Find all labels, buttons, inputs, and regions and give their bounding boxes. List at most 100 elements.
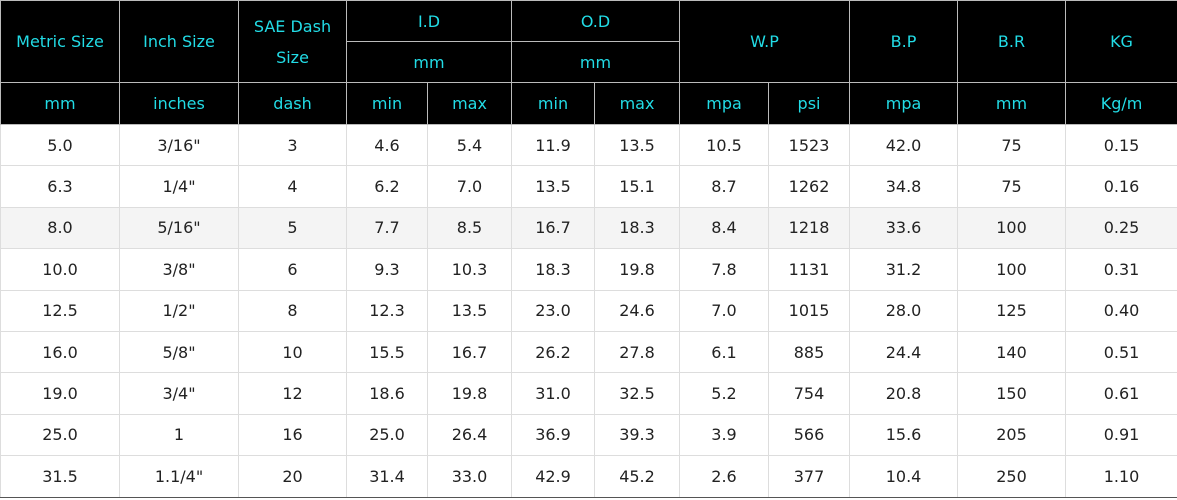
table-cell: 15.1 bbox=[593, 165, 681, 208]
table-cell: 42.0 bbox=[849, 123, 959, 167]
unit-cell: Kg/m bbox=[1065, 82, 1177, 125]
table-cell: 3.9 bbox=[679, 413, 770, 457]
header-cell: Inch Size bbox=[119, 0, 239, 83]
table-row: 8.0 5/16" 5 7.7 8.5 16.7 18.3 8.4 1218 33.6 100 0.2… bbox=[0, 206, 1177, 250]
table-cell: 140 bbox=[957, 330, 1067, 374]
table-cell: 5/16" bbox=[119, 206, 239, 250]
table-cell: 16.0 bbox=[0, 330, 120, 374]
table-cell: 31.0 bbox=[511, 372, 595, 415]
table-cell: 377 bbox=[768, 455, 851, 498]
table-cell: 6.3 bbox=[0, 165, 120, 208]
table-cell: 13.5 bbox=[511, 165, 595, 208]
table-cell: 19.8 bbox=[427, 372, 512, 415]
table-cell: 1015 bbox=[768, 289, 851, 332]
table-row: 6.3 1/4" 4 6.2 7.0 13.5 15.1 8.7 1262 34.8 75 0.16 bbox=[0, 165, 1177, 208]
table-cell: 566 bbox=[768, 413, 851, 457]
table-cell: 16.7 bbox=[511, 206, 595, 250]
table-cell: 1/4" bbox=[119, 165, 239, 208]
table-cell: 4 bbox=[238, 165, 347, 208]
table-cell: 24.6 bbox=[593, 289, 681, 332]
units-row: mm inches dash min max min max mpa psi mpa mm Kg/m bbox=[0, 82, 1177, 125]
table-row: 31.5 1.1/4" 20 31.4 33.0 42.9 45.2 2.6 377 10.4 25… bbox=[0, 455, 1177, 498]
table-cell: 8.5 bbox=[427, 206, 512, 250]
table-cell: 6.2 bbox=[346, 165, 428, 208]
table-cell: 9.3 bbox=[346, 248, 428, 291]
table-cell: 10.5 bbox=[679, 123, 770, 167]
table-cell: 5 bbox=[238, 206, 347, 250]
header-sub-cell: mm bbox=[510, 41, 681, 83]
table-cell: 8.0 bbox=[0, 206, 120, 250]
table-cell: 18.3 bbox=[511, 248, 595, 291]
header-cell: SAE Dash Size bbox=[238, 0, 347, 83]
table-row: 5.0 3/16" 3 4.6 5.4 11.9 13.5 10.5 1523 42.0 75 0.1… bbox=[0, 123, 1177, 167]
unit-cell: mpa bbox=[679, 82, 770, 125]
header-cell: B.P bbox=[849, 0, 959, 83]
table-row: 10.0 3/8" 6 9.3 10.3 18.3 19.8 7.8 1131 31.2 100 0.… bbox=[0, 248, 1177, 291]
unit-cell: mpa bbox=[849, 82, 959, 125]
table-cell: 31.4 bbox=[346, 455, 428, 498]
table-cell: 13.5 bbox=[427, 289, 512, 332]
unit-cell: max bbox=[427, 82, 512, 125]
table-cell: 25.0 bbox=[346, 413, 428, 457]
unit-cell: inches bbox=[119, 82, 239, 125]
header-cell: Metric Size bbox=[0, 0, 120, 83]
table-cell: 0.31 bbox=[1065, 248, 1177, 291]
table-cell: 100 bbox=[957, 206, 1067, 250]
table-cell: 75 bbox=[957, 123, 1067, 167]
table-cell: 7.0 bbox=[427, 165, 512, 208]
table-cell: 23.0 bbox=[511, 289, 595, 332]
table-cell: 11.9 bbox=[511, 123, 595, 167]
table-cell: 885 bbox=[768, 330, 851, 374]
table-row: 25.0 1 16 25.0 26.4 36.9 39.3 3.9 566 15.6 205 0.91 bbox=[0, 413, 1177, 457]
table-cell: 7.8 bbox=[679, 248, 770, 291]
table-cell: 15.6 bbox=[849, 413, 959, 457]
table-cell: 250 bbox=[957, 455, 1067, 498]
table-cell: 0.25 bbox=[1065, 206, 1177, 250]
table-cell: 1523 bbox=[768, 123, 851, 167]
header-sub-cell: mm bbox=[346, 41, 512, 83]
table-cell: 25.0 bbox=[0, 413, 120, 457]
table-cell: 100 bbox=[957, 248, 1067, 291]
table-cell: 1.10 bbox=[1065, 455, 1177, 498]
table-cell: 0.15 bbox=[1065, 123, 1177, 167]
table-cell: 1.1/4" bbox=[119, 455, 239, 498]
table-cell: 125 bbox=[957, 289, 1067, 332]
header-row: mm mm bbox=[1, 41, 1177, 83]
table-cell: 7.7 bbox=[346, 206, 428, 250]
table-cell: 24.4 bbox=[849, 330, 959, 374]
table-cell: 34.8 bbox=[849, 165, 959, 208]
table-cell: 31.2 bbox=[849, 248, 959, 291]
table-cell: 42.9 bbox=[511, 455, 595, 498]
table-cell: 12.3 bbox=[346, 289, 428, 332]
table-cell: 1 bbox=[119, 413, 239, 457]
unit-cell: max bbox=[593, 82, 681, 125]
table-row: 19.0 3/4" 12 18.6 19.8 31.0 32.5 5.2 754 20.8 150 0… bbox=[0, 372, 1177, 415]
table-cell: 15.5 bbox=[346, 330, 428, 374]
table-cell: 3 bbox=[238, 123, 347, 167]
table-cell: 2.6 bbox=[679, 455, 770, 498]
table-cell: 0.91 bbox=[1065, 413, 1177, 457]
table-cell: 20.8 bbox=[849, 372, 959, 415]
table-cell: 18.3 bbox=[593, 206, 681, 250]
header-cell: KG bbox=[1065, 0, 1177, 83]
header-cell: I.D bbox=[346, 0, 512, 42]
table-cell: 150 bbox=[957, 372, 1067, 415]
header-cell: W.P bbox=[679, 0, 851, 83]
table-cell: 33.0 bbox=[427, 455, 512, 498]
table-cell: 8.4 bbox=[679, 206, 770, 250]
table-cell: 12.5 bbox=[0, 289, 120, 332]
table-cell: 27.8 bbox=[593, 330, 681, 374]
table-cell: 6.1 bbox=[679, 330, 770, 374]
table-cell: 28.0 bbox=[849, 289, 959, 332]
table-cell: 10.4 bbox=[849, 455, 959, 498]
table-cell: 1262 bbox=[768, 165, 851, 208]
table-cell: 1/2" bbox=[119, 289, 239, 332]
table-cell: 5.0 bbox=[0, 123, 120, 167]
table-cell: 45.2 bbox=[593, 455, 681, 498]
table-cell: 3/16" bbox=[119, 123, 239, 167]
unit-cell: dash bbox=[238, 82, 347, 125]
table-cell: 10.0 bbox=[0, 248, 120, 291]
unit-cell: psi bbox=[768, 82, 851, 125]
table-cell: 3/8" bbox=[119, 248, 239, 291]
